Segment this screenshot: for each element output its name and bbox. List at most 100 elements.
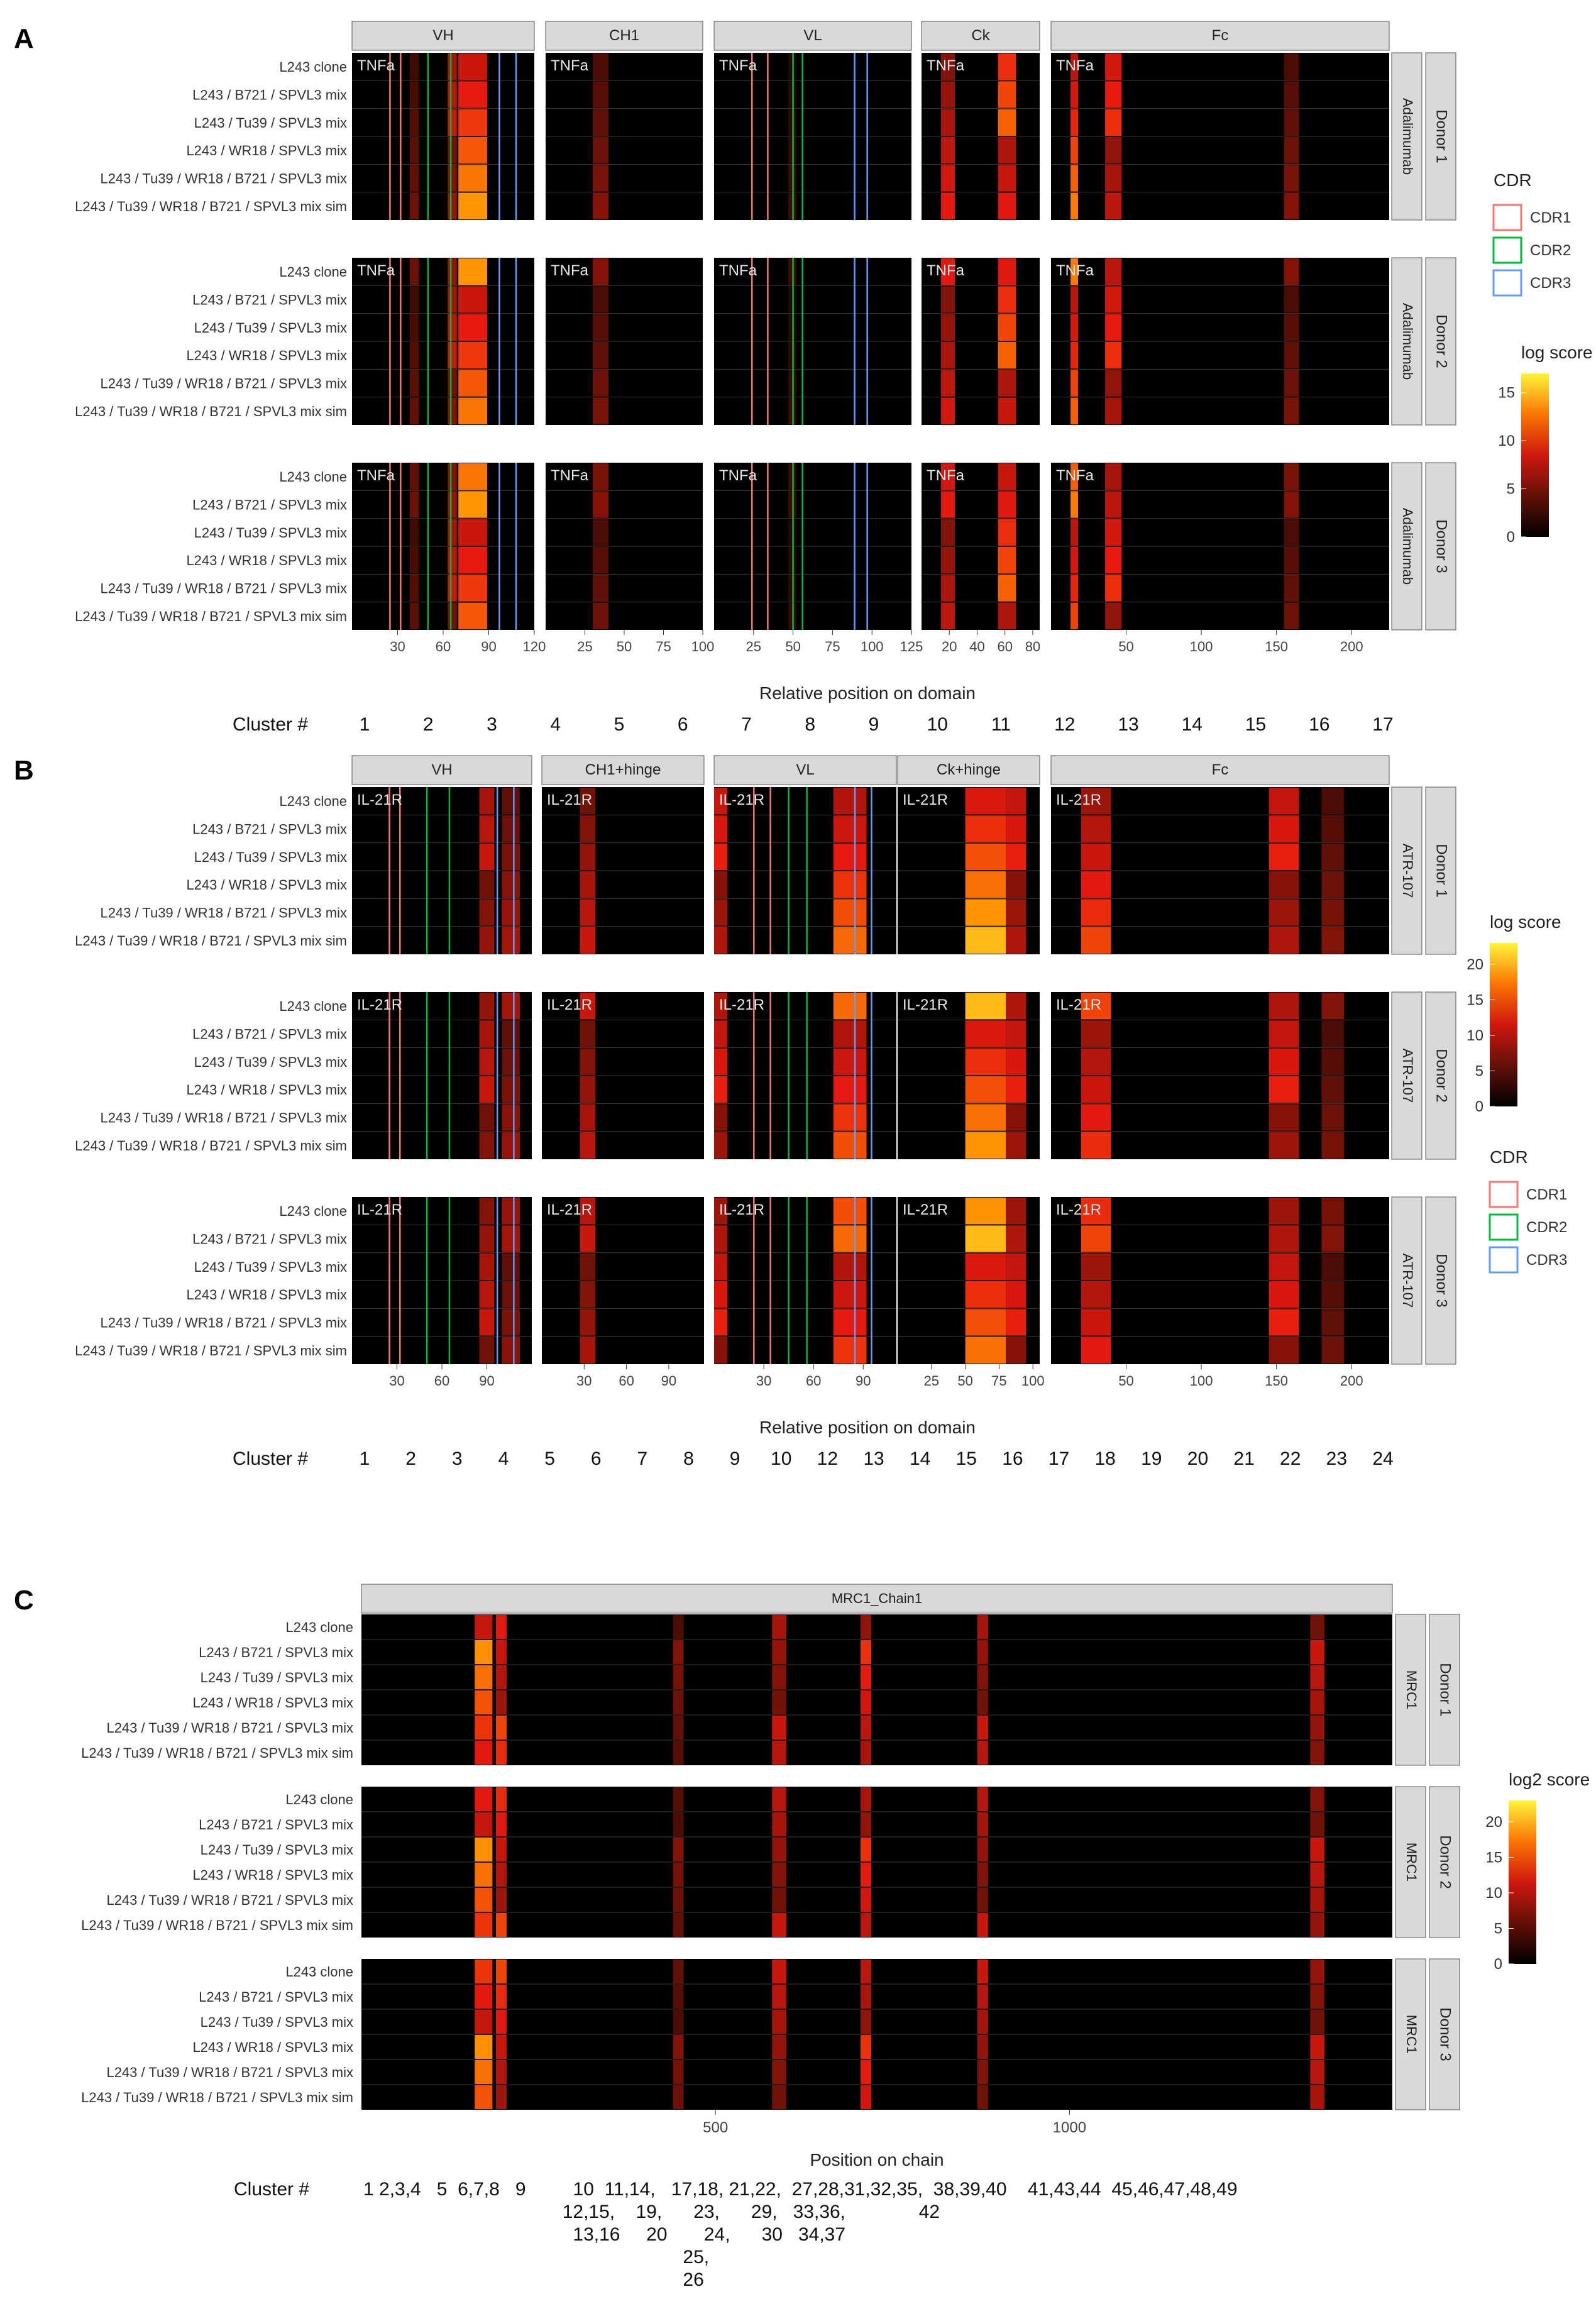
heat-cell: [772, 1960, 786, 1983]
row-label: L243 / Tu39 / WR18 / B721 / SPVL3 mix: [100, 376, 347, 392]
tick-label: 1000: [1053, 2119, 1086, 2136]
heat-cell: [714, 1048, 728, 1075]
cluster-number: 21: [1233, 1448, 1254, 1469]
antigen-label: TNFa: [357, 262, 395, 279]
heat-cell: [977, 1615, 988, 1639]
heat-cell: [772, 2010, 786, 2034]
heat-cell: [1070, 165, 1079, 192]
cluster-number: 9: [869, 714, 879, 735]
cluster-number: 2: [423, 714, 434, 735]
heat-cell: [1321, 1020, 1345, 1047]
heat-cell: [1321, 1253, 1345, 1280]
heat-cell: [977, 2060, 988, 2084]
heat-cell: [1006, 815, 1026, 842]
heat-cell: [673, 1913, 684, 1937]
heat-cell: [1310, 2060, 1324, 2084]
heat-cell: [673, 1741, 684, 1765]
tick-label: 500: [703, 2119, 728, 2136]
heat-cell: [977, 1888, 988, 1912]
antigen-label: IL-21R: [903, 1201, 948, 1218]
row-label: L243 / B721 / SPVL3 mix: [192, 822, 347, 837]
heat-cell: [448, 192, 457, 219]
tick-label: 80: [1025, 639, 1040, 654]
heat-cell: [965, 1048, 1006, 1075]
heat-cell: [479, 788, 495, 815]
heat-cell: [1310, 1665, 1324, 1689]
row-label: L243 / B721 / SPVL3 mix: [192, 497, 347, 513]
cdr-legend-key: [1492, 204, 1522, 231]
score-colorbar: [1509, 1800, 1536, 1964]
antibody-strip-bg: [1395, 1786, 1426, 1938]
antibody-strip: Adalimumab: [1391, 257, 1423, 426]
donor-strip-bg: [1425, 462, 1456, 631]
heat-cell: [1284, 602, 1299, 629]
heat-cell: [998, 192, 1016, 219]
cdr-legend-key: [1492, 269, 1522, 297]
heat-cell: [772, 1838, 786, 1861]
heat-cell: [479, 993, 495, 1020]
heat-cell: [998, 547, 1016, 574]
donor-label: Donor 3: [1437, 2007, 1454, 2061]
heat-cell: [502, 993, 520, 1020]
heat-cell: [965, 1253, 1006, 1280]
colorbar-tick-label: 10: [1498, 433, 1515, 449]
heat-cell: [788, 519, 796, 546]
heat-cell: [1081, 1225, 1111, 1252]
antibody-strip-bg: [1391, 52, 1423, 221]
heat-cell: [1321, 1309, 1345, 1336]
cluster-number: 13,16 20 24, 30 34,37: [363, 2224, 845, 2245]
colorbar-tick-label: 5: [1475, 1062, 1483, 1079]
heat-cell: [965, 1198, 1006, 1225]
heat-cell: [833, 1076, 867, 1103]
score-colorbar: [1521, 373, 1549, 537]
heatmap-B: VH CH1+hinge VL Ck+hinge Fc L243 clone L243 / …: [75, 755, 1394, 1469]
heat-cell: [833, 1253, 867, 1280]
heat-cell: [1310, 1863, 1324, 1887]
heat-cell: [580, 1337, 596, 1364]
heat-cell: [1284, 81, 1299, 108]
cluster-number: 1: [360, 714, 370, 735]
tick-label: 90: [661, 1373, 676, 1389]
antigen-label: TNFa: [927, 57, 965, 74]
cluster-number: 7: [637, 1448, 647, 1469]
colorbar-tick-label: 0: [1475, 1098, 1483, 1115]
heat-cell: [1105, 342, 1122, 369]
heat-cell: [861, 1863, 871, 1887]
tick-label: 200: [1340, 639, 1363, 654]
antibody-label: MRC1: [1404, 1670, 1419, 1709]
heat-cell: [479, 1132, 495, 1159]
heat-cell: [1070, 370, 1079, 397]
heat-cell: [1284, 575, 1299, 602]
heat-cell: [479, 1281, 495, 1308]
cluster-number: 16: [1002, 1448, 1023, 1469]
heat-cell: [448, 575, 457, 602]
antigen-label: IL-21R: [719, 791, 764, 808]
heat-cell: [448, 137, 457, 164]
tick-label: 25: [746, 639, 761, 654]
heat-cell: [977, 1812, 988, 1836]
donor-strip: Donor 3: [1429, 1958, 1460, 2110]
heat-cell: [1081, 1337, 1111, 1364]
heat-cell: [998, 342, 1016, 369]
heat-cell: [593, 602, 608, 629]
heat-cell: [1081, 788, 1111, 815]
heat-cell: [977, 1913, 988, 1937]
heat-cell: [673, 1838, 684, 1861]
heat-cell: [409, 575, 419, 602]
heat-cell: [409, 519, 419, 546]
heat-cell: [833, 1132, 867, 1159]
heat-cell: [998, 519, 1016, 546]
heat-cell: [833, 815, 867, 842]
heat-cell: [998, 137, 1016, 164]
heat-cell: [479, 1020, 495, 1047]
heat-cell: [1006, 1309, 1026, 1336]
row-label: L243 / Tu39 / WR18 / B721 / SPVL3 mix si…: [81, 1745, 353, 1761]
heat-cell: [1105, 286, 1122, 313]
heat-cell: [1284, 547, 1299, 574]
heat-cell: [409, 370, 419, 397]
heat-cell: [977, 2085, 988, 2109]
domain-label: VH: [432, 27, 453, 44]
heat-cell: [833, 1048, 867, 1075]
tick-label: 60: [806, 1373, 821, 1389]
tick-label: 75: [825, 639, 840, 654]
